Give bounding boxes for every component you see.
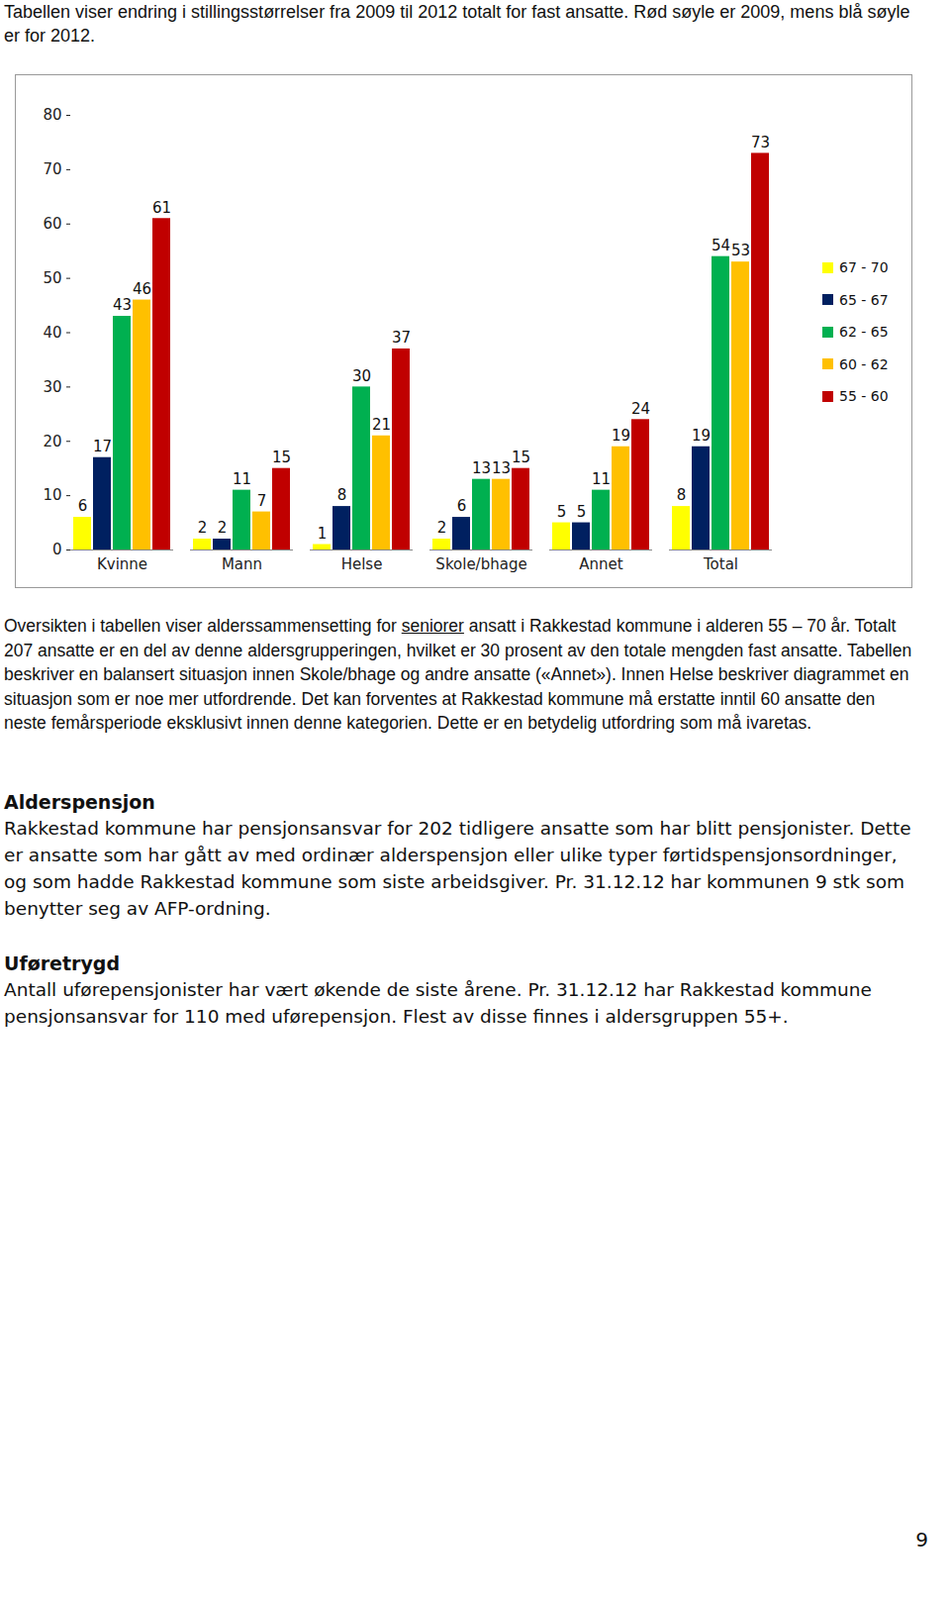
svg-text:19: 19 (691, 426, 711, 445)
svg-text:Kvinne: Kvinne (96, 555, 148, 573)
svg-text:17: 17 (93, 437, 112, 456)
svg-text:15: 15 (511, 448, 531, 467)
svg-text:43: 43 (112, 295, 132, 314)
svg-text:6: 6 (78, 496, 89, 515)
html-text:Rakkestad kommune har pensjons: Rakkestad kommune har pensjonsansvar for… (3, 817, 912, 919)
html-text:67 - 70: 67 - 70 (839, 259, 889, 276)
svg-text:13: 13 (491, 459, 511, 477)
svg-text:0: 0 (52, 540, 63, 559)
html-text:Tabellen viser endring i still: Tabellen viser endring i stillingsstørre… (3, 1, 910, 46)
html-text:Antall uførepensjonister har v: Antall uførepensjonister har vært økende… (3, 978, 872, 1027)
svg-text:30: 30 (352, 367, 372, 385)
html-text:60 - 62: 60 - 62 (839, 356, 889, 372)
svg-text:2: 2 (437, 518, 448, 537)
svg-text:53: 53 (731, 241, 751, 260)
svg-text:5: 5 (557, 502, 568, 521)
svg-text:61: 61 (152, 198, 172, 217)
svg-text:13: 13 (472, 459, 491, 477)
svg-text:60: 60 (42, 214, 62, 233)
svg-text:50: 50 (42, 269, 62, 287)
svg-text:Helse: Helse (341, 555, 383, 573)
svg-text:1: 1 (317, 524, 328, 543)
svg-text:6: 6 (457, 496, 468, 515)
svg-text:Skole/bhage: Skole/bhage (435, 555, 527, 573)
svg-text:24: 24 (631, 399, 651, 418)
svg-text:30: 30 (42, 378, 62, 396)
svg-text:2: 2 (217, 518, 228, 537)
svg-text:Mann: Mann (221, 555, 263, 573)
svg-text:54: 54 (711, 236, 731, 255)
html-text:9: 9 (915, 1526, 929, 1551)
svg-text:Annet: Annet (578, 555, 624, 573)
svg-text:5: 5 (576, 502, 587, 521)
html-text:65 - 67: 65 - 67 (839, 291, 889, 308)
svg-text:15: 15 (272, 448, 291, 467)
svg-text:2: 2 (197, 518, 208, 537)
html-text:62 - 65: 62 - 65 (839, 323, 889, 340)
html-text:55 - 60: 55 - 60 (839, 388, 889, 405)
svg-text:7: 7 (257, 491, 268, 510)
svg-text:8: 8 (337, 485, 348, 504)
svg-text:11: 11 (591, 470, 611, 488)
html-text:Oversikten i tabellen viser al: Oversikten i tabellen viser alderssammen… (3, 615, 912, 733)
svg-text:70: 70 (42, 160, 62, 179)
svg-text:37: 37 (391, 328, 411, 347)
svg-text:8: 8 (676, 485, 687, 504)
svg-text:40: 40 (42, 323, 62, 342)
svg-text:10: 10 (42, 485, 62, 504)
svg-text:73: 73 (751, 133, 770, 152)
svg-text:80: 80 (42, 105, 62, 124)
svg-text:11: 11 (232, 470, 252, 488)
svg-text:Total: Total (702, 555, 739, 573)
html-text:Alderspensjon: Alderspensjon (3, 790, 156, 813)
html-text:Uføretrygd: Uføretrygd (3, 951, 120, 974)
svg-text:46: 46 (132, 280, 152, 298)
svg-text:19: 19 (611, 426, 631, 445)
svg-text:21: 21 (372, 415, 391, 434)
svg-text:20: 20 (42, 432, 62, 451)
